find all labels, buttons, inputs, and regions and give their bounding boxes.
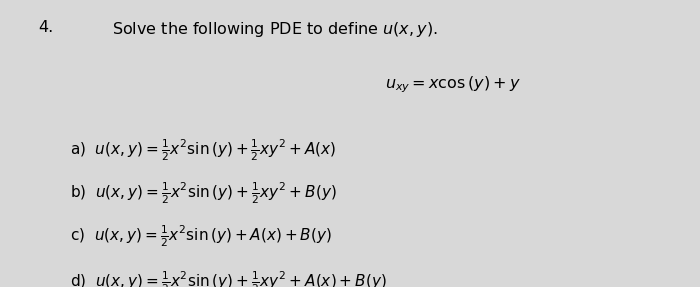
Text: d)  $u(x, y) = \frac{1}{2}x^2\sin{(y)} + \frac{1}{2}xy^2 + A(x) + B(y)$: d) $u(x, y) = \frac{1}{2}x^2\sin{(y)} + … [70,270,386,287]
Text: c)  $u(x, y) = \frac{1}{2}x^2\sin{(y)} + A(x) + B(y)$: c) $u(x, y) = \frac{1}{2}x^2\sin{(y)} + … [70,224,332,249]
Text: 4.: 4. [38,20,54,35]
Text: $u_{xy} = x\cos{(y)} + y$: $u_{xy} = x\cos{(y)} + y$ [385,75,521,95]
Text: b)  $u(x, y) = \frac{1}{2}x^2\sin{(y)} + \frac{1}{2}xy^2 + B(y)$: b) $u(x, y) = \frac{1}{2}x^2\sin{(y)} + … [70,181,337,206]
Text: a)  $u(x, y) = \frac{1}{2}x^2\sin{(y)} + \frac{1}{2}xy^2 + A(x)$: a) $u(x, y) = \frac{1}{2}x^2\sin{(y)} + … [70,138,336,163]
Text: Solve the following PDE to define $u(x, y)$.: Solve the following PDE to define $u(x, … [112,20,438,39]
